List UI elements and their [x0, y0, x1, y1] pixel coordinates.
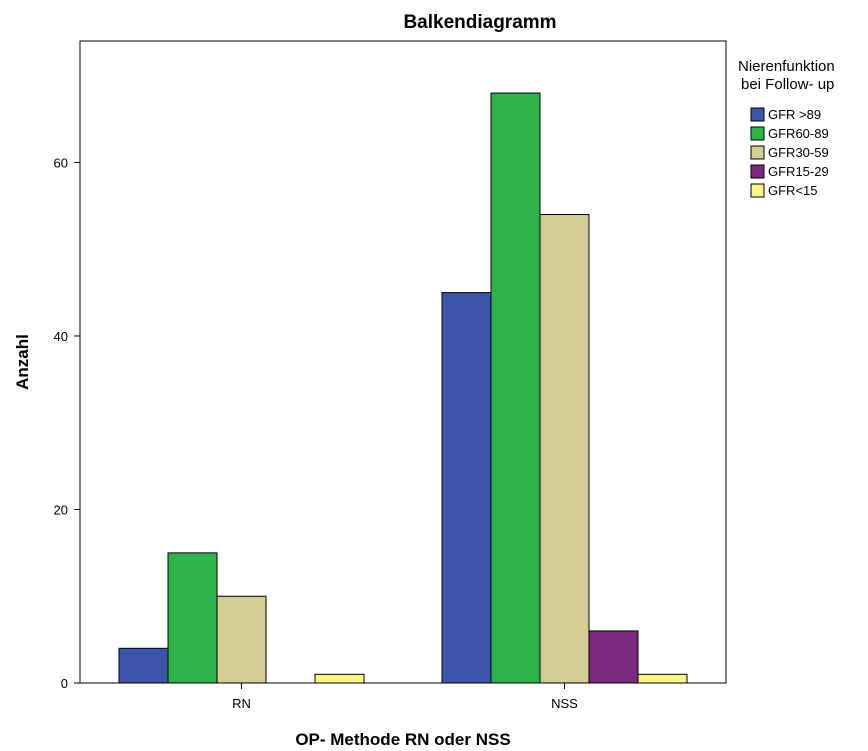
bars — [118, 92, 688, 684]
bar — [539, 214, 590, 684]
y-tick-label: 40 — [54, 329, 68, 344]
bar — [216, 595, 267, 684]
bar — [588, 630, 639, 684]
legend-label: GFR >89 — [768, 107, 821, 122]
x-axis: RN NSS — [232, 683, 578, 711]
bar — [490, 92, 541, 684]
legend-swatch — [750, 126, 765, 141]
legend: Nierenfunktion bei Follow- up GFR >89 GFR… — [738, 58, 835, 198]
y-axis: 0 20 40 60 — [54, 155, 80, 691]
bar — [441, 292, 492, 684]
legend-swatch — [750, 107, 765, 122]
legend-title-line-2: bei Follow- up — [741, 76, 834, 93]
bar — [637, 673, 688, 684]
y-tick-label: 20 — [54, 502, 68, 517]
x-tick-label: RN — [232, 696, 251, 711]
legend-title-line-1: Nierenfunktion — [738, 58, 835, 75]
bar — [167, 552, 218, 684]
y-tick-label: 0 — [61, 676, 68, 691]
bar — [314, 673, 365, 684]
legend-label: GFR60-89 — [768, 126, 829, 141]
legend-swatch — [750, 183, 765, 198]
y-tick-label: 60 — [54, 155, 68, 170]
bar — [118, 647, 169, 684]
legend-label: GFR15-29 — [768, 164, 829, 179]
chart-title: Balkendiagramm — [403, 12, 556, 33]
x-axis-label: OP- Methode RN oder NSS — [295, 730, 510, 749]
x-tick-label: NSS — [551, 696, 578, 711]
legend-label: GFR<15 — [768, 183, 818, 198]
legend-label: GFR30-59 — [768, 145, 829, 160]
y-axis-label: Anzahl — [13, 334, 32, 390]
legend-swatch — [750, 145, 765, 160]
legend-swatch — [750, 164, 765, 179]
